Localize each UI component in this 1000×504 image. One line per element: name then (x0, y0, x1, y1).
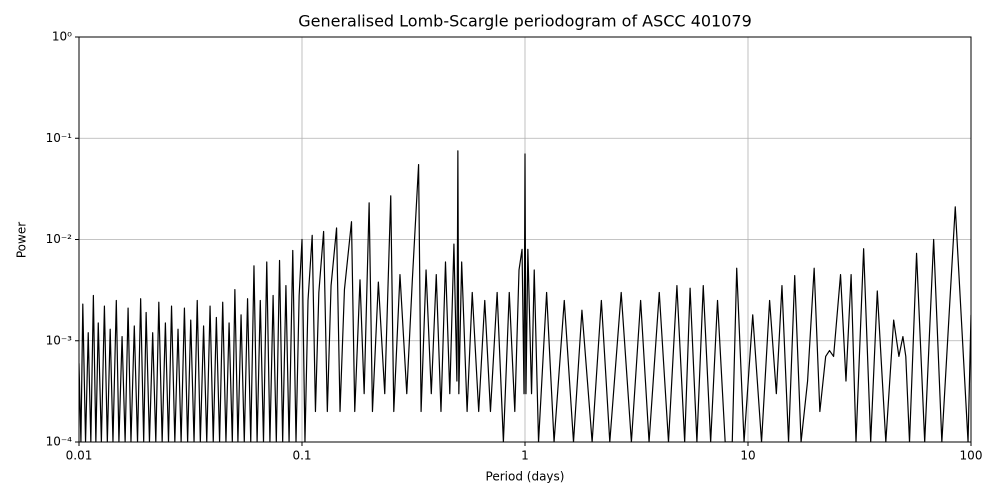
y-tick-label: 10⁻³ (46, 333, 73, 347)
x-tick-label: 1 (521, 449, 529, 463)
plot-area (79, 150, 971, 442)
x-tick-label: 100 (960, 449, 983, 463)
x-tick-label: 10 (740, 449, 755, 463)
y-axis-label: Power (15, 222, 29, 258)
y-tick-label: 10⁻² (46, 232, 73, 246)
y-tick-label: 10⁻¹ (46, 131, 73, 145)
x-tick-label: 0.1 (292, 449, 311, 463)
x-tick-label: 0.01 (66, 449, 93, 463)
y-tick-label: 10⁻⁴ (46, 435, 73, 449)
y-tick-label: 10⁰ (52, 30, 72, 44)
x-axis-label: Period (days) (486, 470, 565, 484)
chart-title: Generalised Lomb-Scargle periodogram of … (298, 12, 752, 31)
power-line (79, 150, 971, 442)
